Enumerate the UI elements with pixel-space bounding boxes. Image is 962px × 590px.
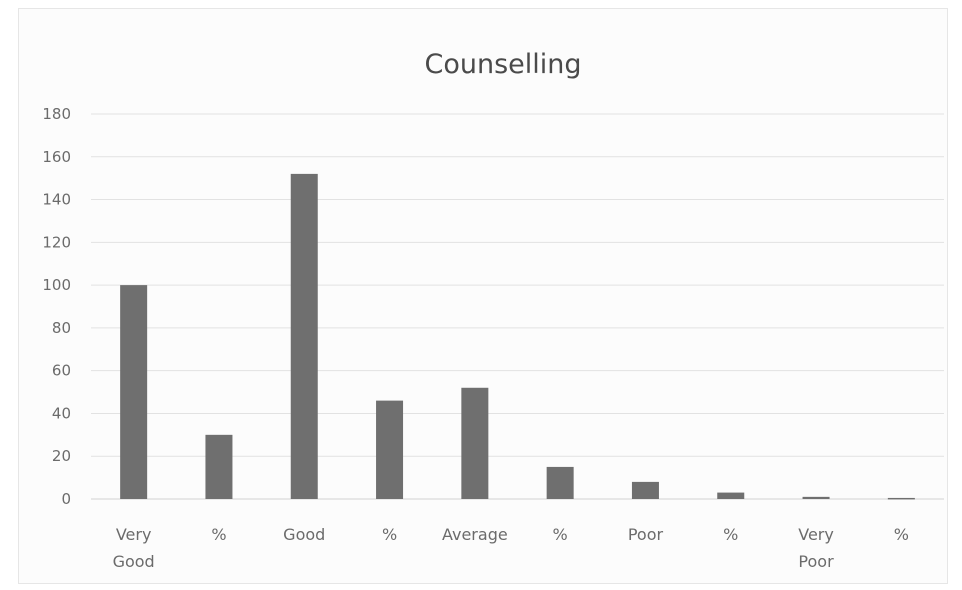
x-tick-label: % bbox=[211, 525, 226, 544]
gridlines bbox=[91, 113, 944, 500]
bar bbox=[887, 497, 915, 500]
x-axis: Very Good% Good% Average% Poor% Very Poor% bbox=[113, 525, 909, 571]
x-tick-label-line: Good bbox=[113, 552, 155, 571]
chart-title: Counselling bbox=[424, 49, 581, 80]
bar bbox=[120, 285, 148, 499]
x-tick-label-line: % bbox=[553, 525, 568, 544]
bar bbox=[546, 466, 574, 499]
x-tick-label-line: % bbox=[382, 525, 397, 544]
y-tick-label: 40 bbox=[52, 404, 71, 422]
bar bbox=[802, 496, 830, 499]
x-tick-label: Very Poor bbox=[798, 525, 834, 571]
x-tick-label: % bbox=[382, 525, 397, 544]
chart-area: Counselling 0 20 40 60 80 100 120 140 160 180 Ver… bbox=[18, 8, 948, 584]
y-tick-label: 120 bbox=[42, 233, 71, 251]
x-tick-label: % bbox=[553, 525, 568, 544]
x-tick-label-line: % bbox=[211, 525, 226, 544]
x-tick-label: Very Good bbox=[113, 525, 155, 571]
bar bbox=[717, 492, 745, 499]
x-tick-label-line: Poor bbox=[628, 525, 664, 544]
bar bbox=[205, 434, 233, 499]
bars bbox=[120, 173, 915, 500]
x-tick-label-line: % bbox=[894, 525, 909, 544]
bar bbox=[631, 481, 659, 499]
x-tick-label-line: Good bbox=[283, 525, 325, 544]
bar-chart: Counselling 0 20 40 60 80 100 120 140 160 180 Ver… bbox=[42, 49, 944, 571]
y-tick-label: 180 bbox=[42, 105, 71, 123]
x-tick-label: Good bbox=[283, 525, 325, 544]
y-tick-label: 80 bbox=[52, 319, 71, 337]
x-tick-label-line: Very bbox=[116, 525, 152, 544]
y-tick-label: 140 bbox=[42, 191, 71, 209]
y-axis: 0 20 40 60 80 100 120 140 160 180 bbox=[42, 105, 71, 508]
y-tick-label: 100 bbox=[42, 276, 71, 294]
x-tick-label-line: Poor bbox=[798, 552, 834, 571]
bar bbox=[376, 400, 404, 499]
x-tick-label-line: % bbox=[723, 525, 738, 544]
y-tick-label: 20 bbox=[52, 447, 71, 465]
bar bbox=[290, 173, 318, 499]
bar bbox=[461, 387, 489, 499]
x-tick-label-line: Average bbox=[442, 525, 508, 544]
y-tick-label: 160 bbox=[42, 148, 71, 166]
x-tick-label: % bbox=[894, 525, 909, 544]
y-tick-label: 0 bbox=[61, 490, 71, 508]
y-tick-label: 60 bbox=[52, 362, 71, 380]
x-tick-label: % bbox=[723, 525, 738, 544]
x-tick-label-line: Very bbox=[798, 525, 834, 544]
x-tick-label: Poor bbox=[628, 525, 664, 544]
x-tick-label: Average bbox=[442, 525, 508, 544]
